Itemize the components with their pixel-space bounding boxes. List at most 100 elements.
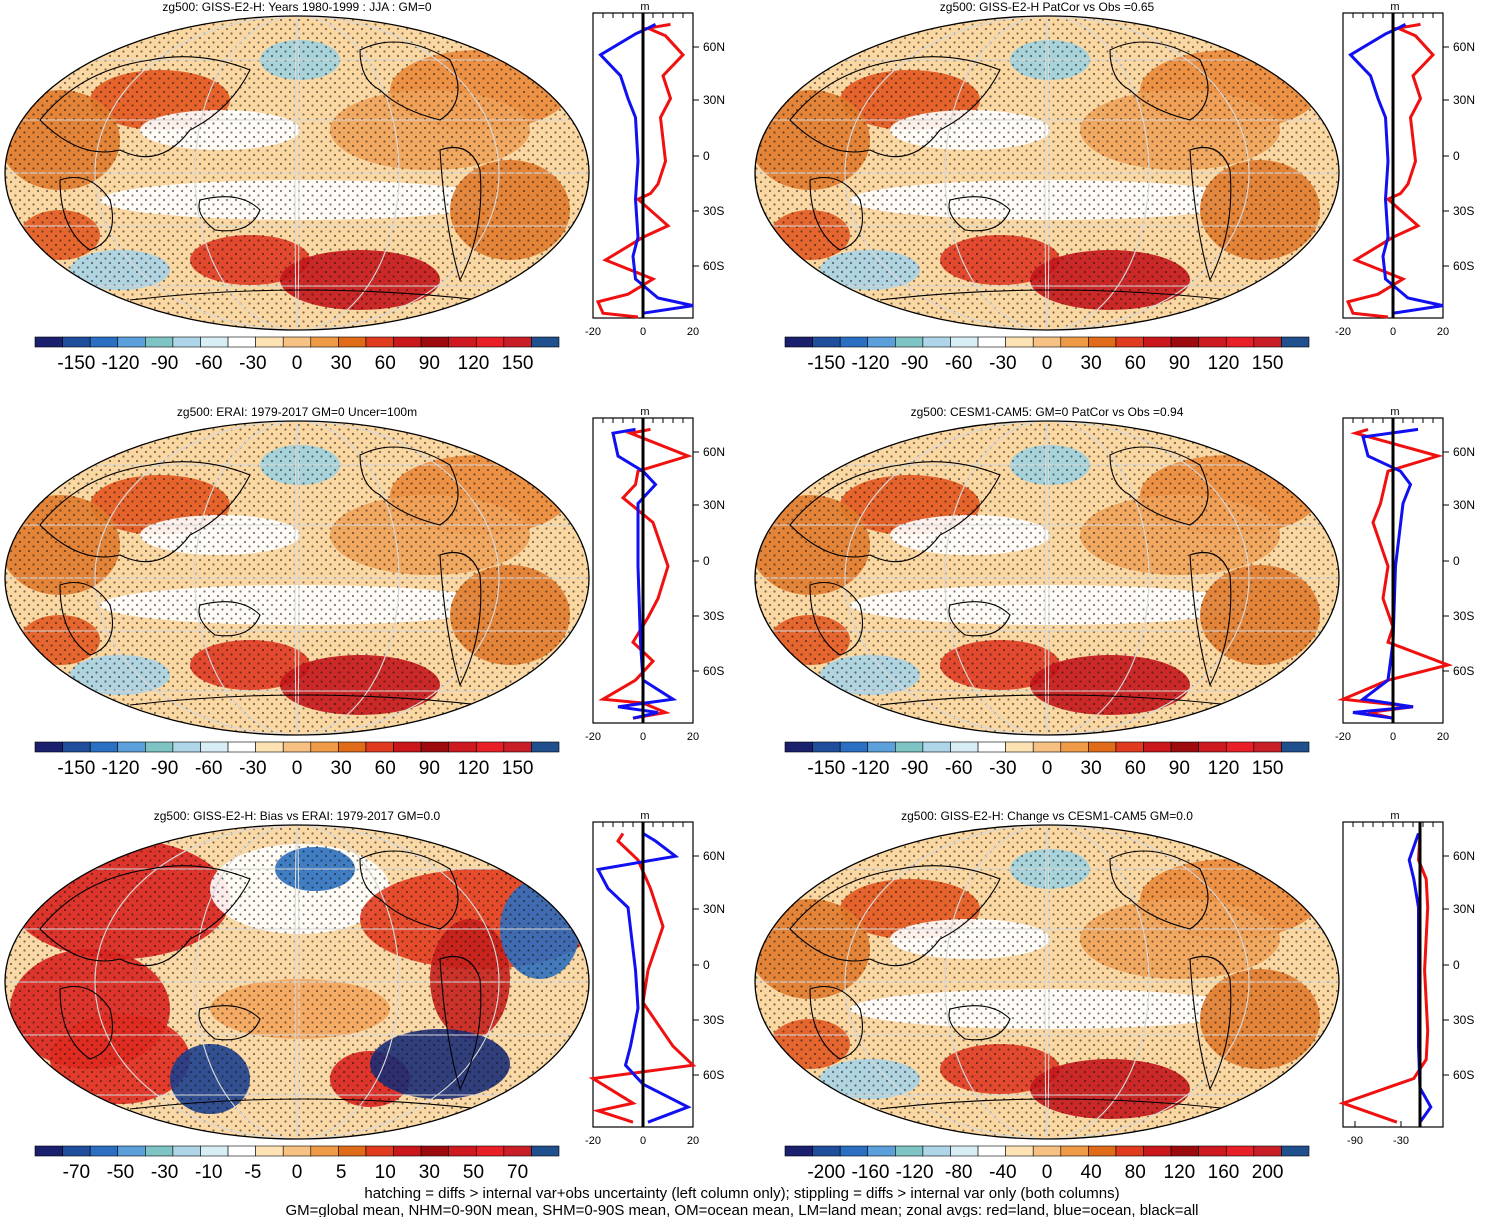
colorbar-swatch — [503, 336, 532, 348]
zonal-xtick-label: 20 — [1437, 326, 1449, 338]
colorbar-swatch — [200, 1145, 229, 1157]
coastline — [948, 1005, 1011, 1041]
colorbar-swatch — [1198, 336, 1227, 348]
colorbar-swatch — [1060, 336, 1089, 348]
coastline — [198, 196, 261, 232]
graticule — [94, 421, 500, 735]
zonal-ytick-label: 60N — [703, 445, 725, 459]
zonal-xtick-label: -20 — [585, 731, 601, 743]
colorbar-swatch — [1032, 1145, 1062, 1157]
zonal-ytick-label: 60S — [1453, 259, 1474, 273]
colorbar-label: 60 — [375, 353, 396, 374]
colorbar-swatch — [1005, 741, 1034, 753]
colorbar-swatch — [1060, 1145, 1089, 1157]
colorbar-label: -30 — [151, 1162, 178, 1183]
graticule — [1044, 16, 1050, 330]
colorbar-swatch — [338, 741, 367, 753]
zonal-xtick-label: 0 — [1390, 731, 1396, 743]
colorbar-label: 30 — [331, 758, 352, 779]
zonal-xtick-label: -20 — [585, 326, 601, 338]
zonal-ocean-line — [611, 427, 678, 720]
coastline — [59, 176, 114, 251]
colorbar-swatch — [365, 741, 394, 753]
zonal-ytick-label: 60N — [1453, 445, 1475, 459]
colorbar-swatch — [531, 741, 560, 753]
colorbar-swatch — [338, 1145, 367, 1157]
graticule — [194, 825, 400, 1139]
colorbar-label: 90 — [419, 353, 440, 374]
colorbar-label: -120 — [851, 353, 889, 374]
zonal-ocean-line — [1348, 23, 1444, 315]
colorbar-label: 150 — [1252, 758, 1284, 779]
colorbar-swatch — [34, 741, 63, 753]
zonal-unit-label: m — [640, 810, 649, 822]
colorbar-swatch — [784, 741, 813, 753]
zonal-ytick-label: 30N — [1453, 902, 1475, 916]
colorbar-swatch — [338, 336, 367, 348]
colorbar-swatch — [393, 336, 422, 348]
colorbar-label: -120 — [101, 758, 139, 779]
colorbar-swatch — [895, 1145, 924, 1157]
colorbar-swatch — [867, 1145, 896, 1157]
colorbar-swatch — [1060, 741, 1089, 753]
colorbar-swatch — [227, 336, 256, 348]
colorbar-swatch — [1281, 741, 1310, 753]
colorbar-swatch — [1198, 741, 1227, 753]
colorbar-swatch — [1143, 336, 1172, 348]
map-border — [754, 15, 1340, 331]
colorbar-label: 120 — [458, 353, 490, 374]
colorbar-label: 90 — [1169, 758, 1190, 779]
graticule — [844, 825, 1250, 1139]
footer-caption-line2: GM=global mean, NHM=0-90N mean, SHM=0-90… — [285, 1202, 1198, 1217]
coastline — [1189, 955, 1232, 1091]
colorbar-label: 120 — [1164, 1162, 1196, 1183]
colorbar-swatch — [172, 741, 201, 753]
colorbar-label: 30 — [331, 353, 352, 374]
zonal-xtick-label: -90 — [1347, 1135, 1363, 1147]
colorbar-swatch — [531, 336, 560, 348]
zonal-ytick-label: 30S — [1453, 609, 1474, 623]
zonal-unit-label: m — [640, 1, 649, 13]
zonal-ytick-label: 0 — [703, 554, 710, 568]
coastline — [809, 176, 864, 251]
colorbar-label: -10 — [195, 1162, 222, 1183]
graticule — [844, 16, 1250, 330]
coastline — [1109, 850, 1209, 930]
colorbar-label: 120 — [1208, 758, 1240, 779]
colorbar-swatch — [977, 741, 1006, 753]
colorbar: -150 -120 -90 -60 -30 0 30 60 90 120 150 — [34, 741, 560, 779]
panel-title: zg500: GISS-E2-H PatCor vs Obs =0.65 — [940, 0, 1155, 14]
graticule — [194, 16, 400, 330]
colorbar-label: -120 — [896, 1162, 934, 1183]
world-map — [5, 16, 589, 330]
graticule — [1044, 421, 1050, 735]
zonal-xtick-label: 20 — [1437, 731, 1449, 743]
colorbar-swatch — [839, 336, 869, 348]
zonal-land-line — [1345, 22, 1436, 319]
zonal-land-line — [598, 427, 693, 720]
zonal-ytick-label: 30N — [703, 498, 725, 512]
colorbar-swatch — [145, 741, 174, 753]
colorbar-swatch — [227, 1145, 256, 1157]
colorbar-swatch — [1088, 741, 1117, 753]
colorbar-label: -60 — [945, 353, 972, 374]
colorbar-swatch — [117, 336, 146, 348]
colorbar-swatch — [839, 1145, 869, 1157]
coastline — [789, 865, 1001, 967]
colorbar-label: -30 — [239, 758, 266, 779]
zonal-ytick-label: 30N — [1453, 93, 1475, 107]
coastline — [879, 1098, 1231, 1110]
colorbar-label: -5 — [244, 1162, 261, 1183]
colorbar-label: 10 — [375, 1162, 396, 1183]
world-map — [5, 421, 589, 735]
colorbar: -200 -160 -120 -80 -40 0 40 80 120 160 200 — [784, 1145, 1310, 1183]
colorbar-label: 0 — [292, 353, 303, 374]
colorbar-swatch — [310, 336, 339, 348]
colorbar-label: -150 — [807, 353, 845, 374]
zonal-ytick-label: 60N — [1453, 40, 1475, 54]
zonal-ytick-label: 60N — [703, 849, 725, 863]
colorbar-label: 0 — [292, 1162, 303, 1183]
colorbar-swatch — [475, 741, 505, 753]
colorbar-label: 5 — [336, 1162, 347, 1183]
